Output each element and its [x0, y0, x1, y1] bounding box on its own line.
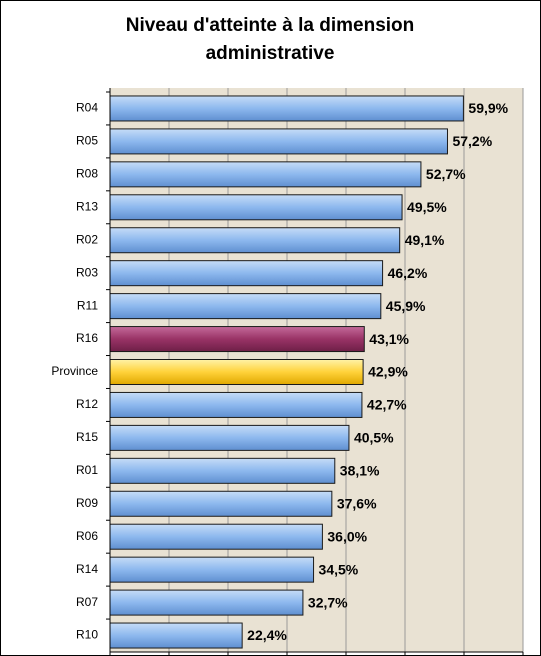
value-label: 36,0% — [327, 528, 367, 544]
bar — [109, 556, 315, 583]
value-label: 43,1% — [369, 331, 409, 347]
bar — [109, 326, 365, 353]
value-label: 37,6% — [337, 495, 377, 511]
bar — [109, 194, 403, 221]
value-label: 59,9% — [468, 100, 508, 116]
value-label: 34,5% — [319, 561, 359, 577]
bar — [109, 622, 243, 649]
bar — [109, 457, 336, 484]
bar — [109, 523, 323, 550]
y-tick-label: R09 — [76, 496, 98, 510]
value-label: 40,5% — [354, 430, 394, 446]
y-tick-label: R10 — [76, 628, 98, 642]
y-tick-label: R12 — [76, 397, 98, 411]
value-label: 38,1% — [340, 463, 380, 479]
bar — [109, 424, 350, 451]
y-tick-label: R11 — [77, 298, 98, 312]
y-tick-label: R08 — [76, 167, 98, 181]
bar — [109, 161, 422, 188]
y-tick-label: R16 — [76, 331, 98, 345]
bar — [109, 227, 401, 254]
bar — [109, 589, 304, 616]
value-label: 22,4% — [247, 627, 287, 643]
y-tick-label: R03 — [76, 265, 98, 279]
bar — [109, 128, 448, 155]
value-label: 32,7% — [308, 594, 348, 610]
y-tick-label: R07 — [76, 595, 98, 609]
bar — [109, 391, 363, 418]
y-tick-label: R06 — [76, 529, 98, 543]
y-tick-label: R01 — [76, 463, 98, 477]
y-tick-label: R05 — [76, 134, 98, 148]
y-tick-label: R14 — [76, 562, 98, 576]
y-tick-label: R04 — [76, 101, 98, 115]
value-label: 49,5% — [407, 199, 447, 215]
y-tick-label: Province — [51, 364, 98, 378]
chart-title: Niveau d'atteinte à la dimension adminis… — [125, 15, 415, 64]
bar — [109, 490, 333, 517]
value-label: 42,9% — [368, 364, 408, 380]
bar — [109, 293, 382, 320]
value-label: 42,7% — [367, 397, 407, 413]
value-label: 46,2% — [388, 265, 428, 281]
y-tick-label: R15 — [76, 430, 98, 444]
value-label: 52,7% — [426, 166, 466, 182]
value-label: 45,9% — [386, 298, 426, 314]
bar — [109, 359, 364, 385]
value-label: 57,2% — [452, 133, 492, 149]
bar — [109, 260, 384, 287]
y-tick-label: R13 — [76, 199, 98, 213]
y-tick-label: R02 — [76, 232, 98, 246]
bar — [109, 95, 464, 122]
value-label: 49,1% — [405, 232, 445, 248]
